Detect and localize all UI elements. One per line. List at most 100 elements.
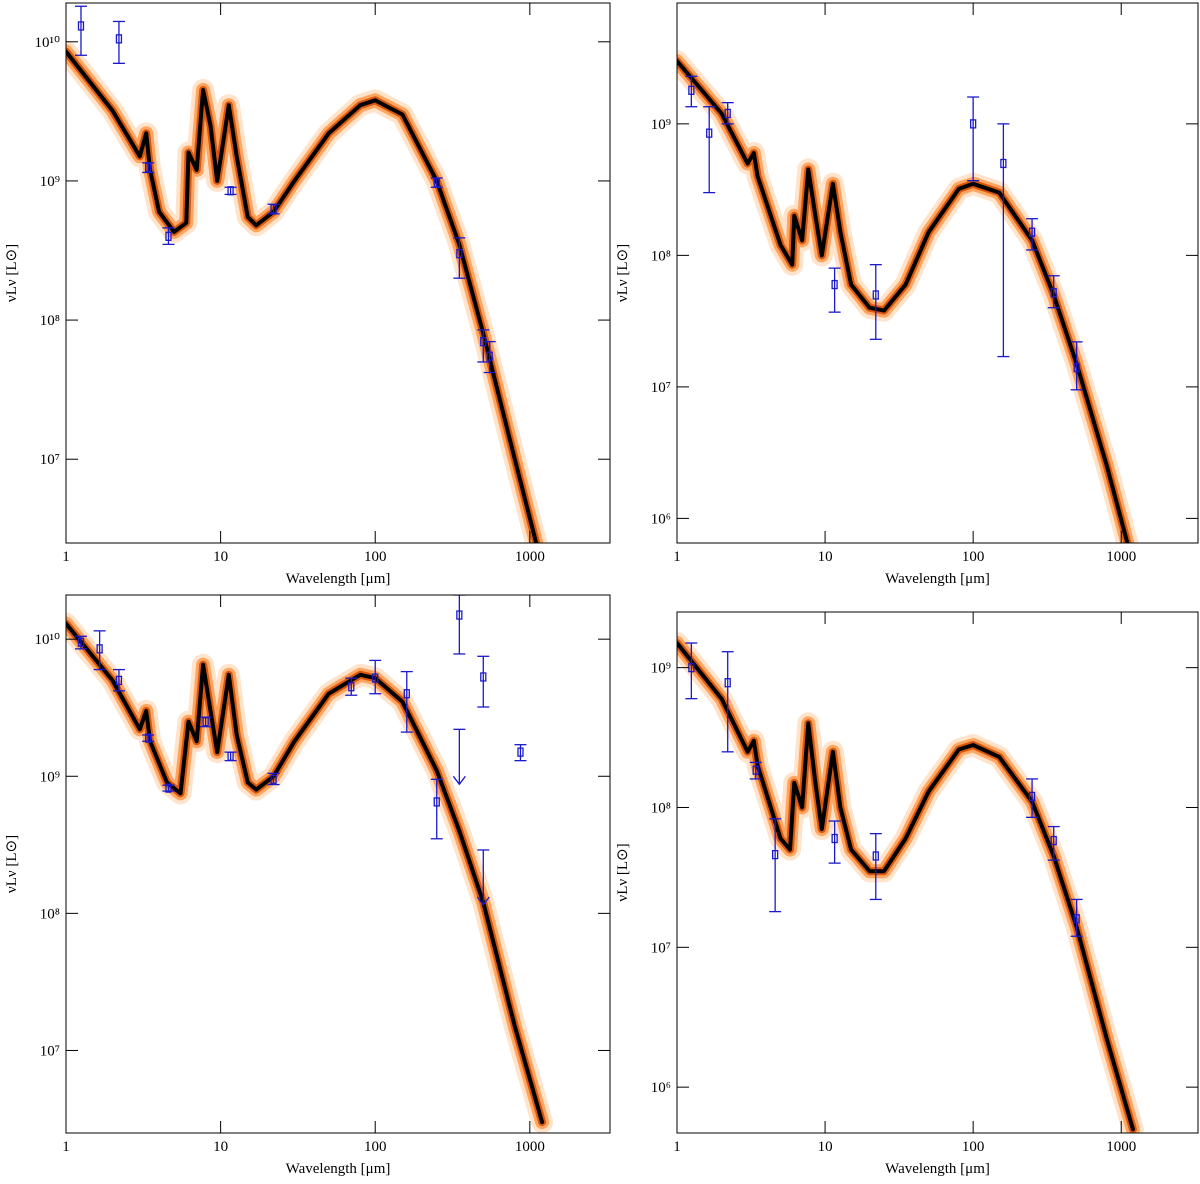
data-point (1026, 218, 1039, 251)
y-tick-label: 10⁹ (40, 769, 60, 785)
point-marker (1073, 914, 1080, 924)
model-curve (66, 619, 547, 1127)
point-marker (1073, 363, 1080, 373)
model-band (66, 5, 548, 543)
y-axis-label: νLν [L⊙] (615, 244, 631, 302)
panel: 1 10 100 1000 10⁶ 10⁷ 10⁸ 10⁹ Wavelength [μm] νLν… (615, 611, 1199, 1177)
point-marker (433, 797, 440, 807)
point-marker (486, 351, 493, 361)
point-marker (227, 751, 234, 761)
plot-frame (65, 594, 611, 1134)
x-tick-label: 10 (213, 1139, 228, 1155)
y-axis-label: νLν [L⊙] (615, 843, 631, 901)
data-point (828, 267, 841, 313)
point-marker (724, 108, 731, 119)
point-marker (456, 610, 463, 620)
data-point (142, 162, 155, 174)
x-tick-label: 10 (818, 549, 833, 565)
x-tick-label: 1 (62, 1139, 70, 1155)
x-tick-label: 100 (364, 549, 387, 565)
data-point (685, 642, 698, 700)
y-tick-label: 10⁸ (40, 313, 60, 329)
upper-limit-arrow (452, 729, 466, 786)
point-marker (270, 204, 277, 214)
point-marker (831, 279, 838, 290)
plot-frame (676, 611, 1199, 1134)
data-point (1047, 275, 1060, 309)
point-marker (517, 747, 524, 757)
point-marker (77, 637, 85, 647)
panel: 1 10 100 1000 10⁷ 10⁸ 10⁹ 10¹⁰ Wavelength [μm] νL… (4, 594, 611, 1177)
data-point (997, 123, 1010, 358)
upper-limit-arrow (476, 849, 490, 907)
model-curve (677, 59, 1130, 543)
model-band (677, 632, 1144, 1133)
y-tick-label: 10⁸ (40, 906, 60, 922)
data-point (74, 635, 87, 650)
data-point (1070, 341, 1083, 391)
x-axis-label: Wavelength [μm] (286, 571, 391, 587)
point-marker (724, 678, 731, 688)
data-point (769, 818, 782, 913)
x-tick-label: 1 (62, 549, 70, 565)
data-point (267, 203, 280, 215)
model-curve (677, 641, 1135, 1132)
point-marker (1050, 835, 1057, 846)
point-marker (456, 249, 463, 259)
data-point (112, 20, 125, 64)
y-axis-label: νLν [L⊙] (4, 244, 20, 302)
x-axis-label: Wavelength [μm] (885, 571, 990, 587)
point-marker (145, 733, 152, 743)
panel: 1 10 100 1000 10⁷ 10⁸ 10⁹ 10¹⁰ Wavelength [μm] νL… (4, 2, 611, 587)
plot-frame (65, 2, 611, 544)
model-curve (66, 40, 548, 543)
model-curve (66, 621, 545, 1125)
y-tick-label: 10⁶ (651, 511, 671, 527)
x-tick-label: 100 (364, 1139, 387, 1155)
data-point (430, 177, 443, 188)
data-point (369, 659, 382, 695)
data-point (749, 761, 762, 780)
data-point (1026, 778, 1039, 818)
y-tick-label: 10¹⁰ (34, 632, 60, 648)
data-point (224, 186, 237, 196)
data-point (112, 668, 125, 692)
data-point (721, 651, 734, 753)
point-marker (831, 833, 838, 844)
point-marker (1000, 158, 1007, 169)
point-marker (752, 765, 759, 775)
point-marker (96, 644, 103, 654)
y-tick-label: 10⁷ (40, 452, 60, 468)
model-band (66, 595, 554, 1133)
y-tick-label: 10⁹ (40, 174, 60, 190)
upper-limit (476, 849, 490, 907)
y-tick-label: 10⁷ (40, 1043, 60, 1059)
point-marker (480, 672, 487, 682)
point-marker (115, 34, 123, 44)
point-marker (372, 673, 379, 683)
x-tick-label: 1000 (1106, 1139, 1136, 1155)
x-tick-label: 1 (673, 1139, 681, 1155)
data-point (224, 751, 237, 762)
x-tick-label: 1000 (515, 549, 545, 565)
x-tick-label: 100 (962, 549, 985, 565)
y-tick-label: 10⁷ (651, 940, 671, 956)
x-axis-label: Wavelength [μm] (286, 1161, 391, 1177)
point-marker (270, 774, 277, 784)
point-marker (969, 119, 977, 129)
point-marker (433, 178, 440, 188)
data-point (1047, 825, 1060, 861)
data-point (869, 264, 882, 340)
x-tick-label: 1000 (1106, 549, 1136, 565)
point-marker (145, 162, 152, 173)
point-marker (706, 128, 713, 138)
data-point (162, 227, 175, 246)
data-point (483, 340, 496, 374)
plot-frame (676, 2, 1199, 544)
data-point (514, 744, 527, 762)
point-marker (403, 689, 410, 699)
data-point (267, 772, 280, 786)
upper-limit (452, 728, 466, 786)
y-axis-label: νLν [L⊙] (4, 835, 20, 893)
